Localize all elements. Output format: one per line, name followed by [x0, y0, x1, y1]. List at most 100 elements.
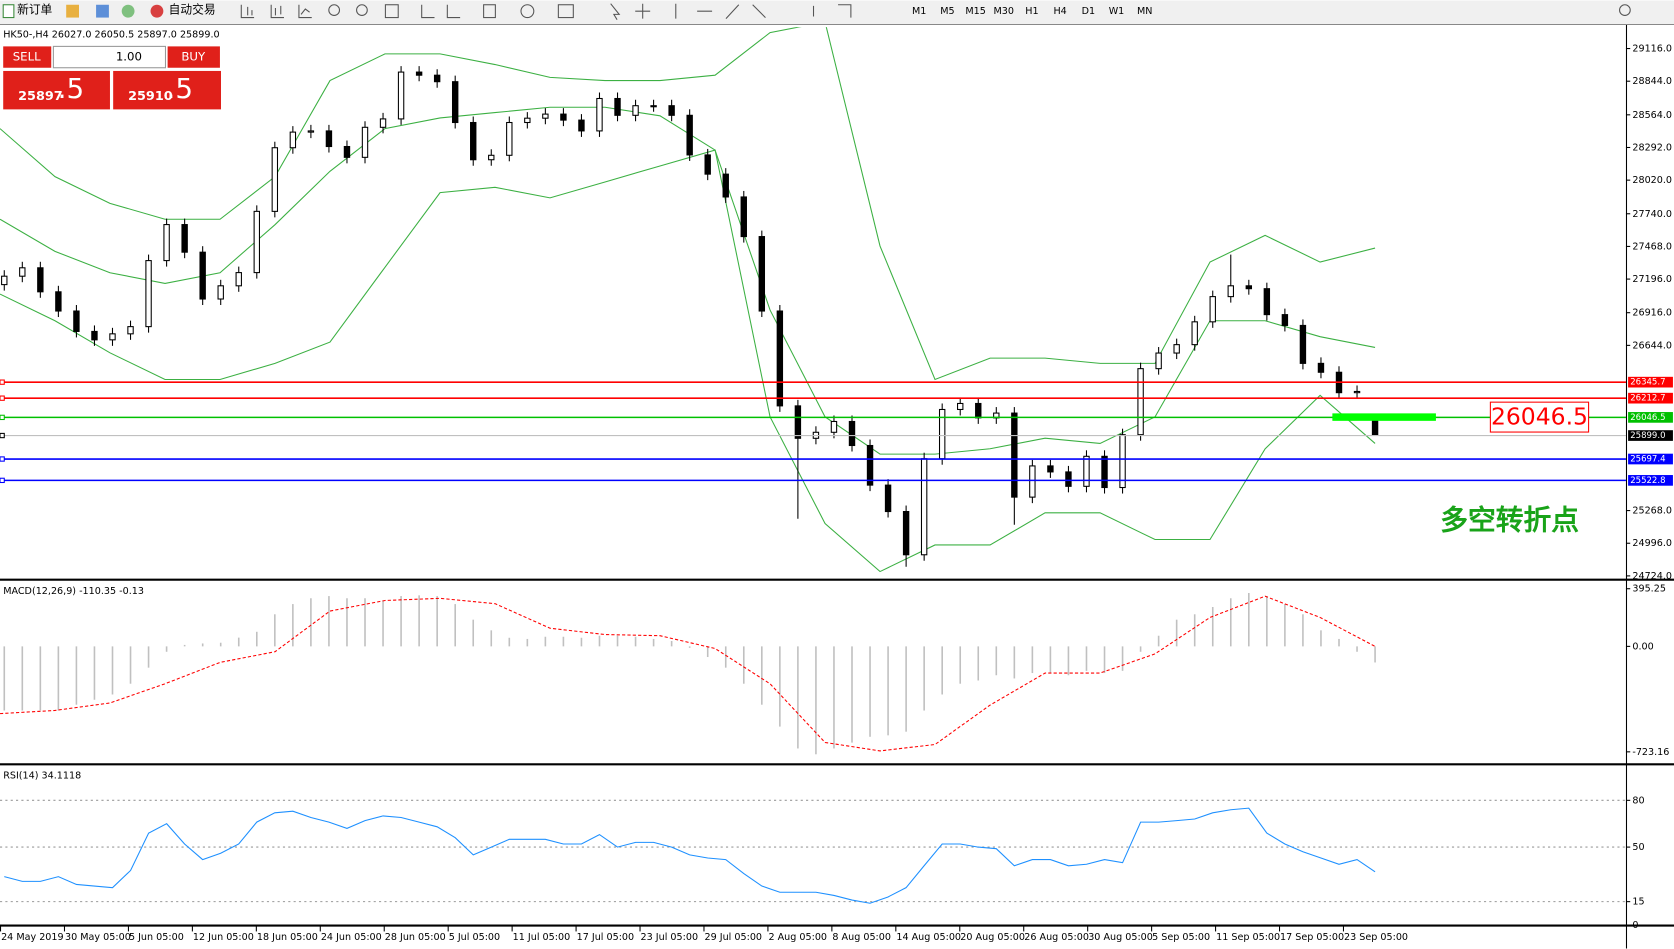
y-tick-label: 26916.0: [1632, 308, 1672, 319]
y-tick-label: -723.16: [1632, 747, 1669, 758]
sell-price-box[interactable]: [3, 70, 110, 110]
candle-body: [55, 291, 62, 312]
y-tick-label: 28564.0: [1632, 110, 1672, 121]
level-tag: [1628, 412, 1673, 423]
level-tag: [1628, 376, 1673, 388]
drawing-tools[interactable]: [635, 3, 852, 19]
level-tag: [1628, 475, 1673, 486]
level-handle: [0, 477, 5, 484]
y-tick-label: 24996.0: [1632, 538, 1672, 549]
candle-body: [1245, 285, 1253, 290]
rsi-line: [4, 807, 1376, 904]
new-order-button[interactable]: 新订单: [17, 3, 52, 17]
level-handle: [0, 432, 5, 439]
macd-signal: [0, 595, 1376, 752]
auto-trading-icon[interactable]: [150, 4, 164, 18]
volume[interactable]: 1.00: [116, 50, 142, 64]
timeframe-button[interactable]: M5: [940, 6, 954, 17]
sell-label[interactable]: SELL: [13, 50, 41, 64]
sell-price[interactable]: 25897: [18, 89, 63, 104]
candle-body: [1047, 465, 1054, 473]
new-order-icon[interactable]: [2, 4, 15, 19]
buy-price[interactable]: 25910: [128, 89, 173, 104]
x-tick-label: 24 May 2019: [1, 932, 64, 943]
candle-body: [1173, 344, 1180, 354]
price-plot: [0, 27, 1379, 573]
tool-icon[interactable]: [270, 4, 284, 19]
tool-icon[interactable]: [66, 4, 80, 18]
timeframe-button[interactable]: MN: [1137, 6, 1152, 17]
timeframe-button[interactable]: W1: [1109, 6, 1125, 17]
buy-price-box[interactable]: [113, 70, 221, 110]
buy-fraction[interactable]: .5: [167, 72, 193, 105]
tool-icon[interactable]: [121, 4, 135, 18]
candle-body: [650, 105, 657, 108]
timeframes: M1 M5 M15 M30 H1 H4 D1 W1 MN: [912, 6, 1152, 17]
candle-body: [91, 330, 98, 341]
level-label: 25899.0: [1630, 431, 1665, 441]
zoom-in[interactable]: [328, 4, 341, 16]
candle-body: [325, 130, 333, 148]
level-label: 26046.5: [1630, 413, 1665, 423]
candle-body: [668, 105, 675, 116]
candle-body: [37, 267, 44, 293]
y-tick-label: 395.25: [1632, 584, 1666, 595]
candle-body: [415, 71, 423, 76]
candle-body: [109, 333, 116, 341]
panel-title: RSI(14) 34.1118: [3, 771, 81, 782]
candle-body: [1191, 321, 1198, 346]
buy-button[interactable]: [167, 46, 220, 68]
timeframe-button[interactable]: H1: [1025, 6, 1038, 17]
y-tick-label: 28844.0: [1632, 76, 1672, 87]
x-tick-label: 5 Jul 05:00: [449, 932, 500, 943]
level-tag: [1628, 453, 1673, 465]
search[interactable]: [1619, 4, 1631, 16]
y-tick-label: 0: [1632, 920, 1638, 931]
sell-button[interactable]: [3, 46, 52, 68]
candle-body: [957, 402, 964, 411]
timeframe-button[interactable]: M15: [965, 6, 986, 17]
tool-icon[interactable]: [421, 4, 461, 19]
x-tick-label: 5 Sep 05:00: [1152, 932, 1210, 943]
template[interactable]: [557, 4, 574, 19]
toolbar: [0, 0, 1674, 24]
level-handle: [0, 379, 5, 385]
level-label: 26212.7: [1630, 394, 1665, 404]
candle-body: [199, 251, 206, 300]
buy-label[interactable]: BUY: [181, 50, 206, 64]
period[interactable]: [520, 4, 535, 19]
candle-body: [73, 310, 80, 332]
indicator[interactable]: [483, 4, 496, 19]
timeframe-button[interactable]: H4: [1053, 6, 1066, 17]
candle-body: [776, 310, 784, 407]
candle-body: [560, 113, 567, 121]
tool-icon[interactable]: [96, 4, 109, 18]
x-tick-label: 14 Aug 05:00: [896, 932, 961, 943]
level-label: 25697.4: [1630, 455, 1665, 465]
volume-box[interactable]: [52, 45, 167, 69]
x-tick-label: 17 Jul 05:00: [577, 932, 635, 943]
tile[interactable]: [384, 4, 399, 19]
annotation-price: 26046.5: [1491, 403, 1588, 431]
candle-body: [920, 458, 928, 556]
candle-body: [686, 114, 693, 156]
candle-body: [1137, 368, 1144, 436]
cursor[interactable]: [610, 3, 621, 20]
candle-body: [506, 121, 513, 156]
zoom-out[interactable]: [356, 4, 368, 16]
auto-trading-button[interactable]: 自动交易: [169, 3, 216, 17]
timeframe-button[interactable]: D1: [1082, 6, 1096, 17]
timeframe-button[interactable]: M1: [912, 6, 926, 17]
candle-body: [361, 126, 369, 158]
candle-body: [794, 405, 802, 439]
tool-icon[interactable]: [240, 4, 255, 19]
sell-fraction[interactable]: .5: [58, 72, 84, 105]
candle-body: [542, 113, 549, 119]
chart-tools[interactable]: [240, 3, 1631, 20]
tool-icon[interactable]: [298, 4, 312, 19]
candle-body: [1281, 314, 1289, 326]
timeframe-button[interactable]: M30: [994, 6, 1015, 17]
x-tick-label: 30 Aug 05:00: [1088, 932, 1153, 943]
x-tick-label: 23 Sep 05:00: [1344, 932, 1408, 943]
candle-body: [488, 154, 495, 161]
